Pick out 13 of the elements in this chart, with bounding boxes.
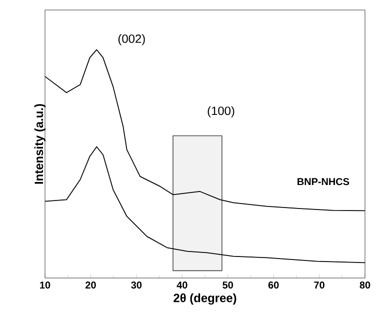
text: BNP-NHCS [298,178,350,186]
x-axis-title: 2θ (degree) [174,293,236,305]
x-tick-label: 50 [222,282,233,289]
x-tick-label: 60 [268,282,279,289]
annotation: (002) [118,34,145,46]
annotation: (100) [208,106,234,118]
y-axis-title: Intensity (a.u.) [34,104,46,184]
x-tick-label: 70 [314,282,324,289]
x-tick-label: 40 [176,282,188,289]
x-tick-label: 20 [86,282,96,289]
x-tick-label: 80 [360,282,370,289]
x-tick-label: 30 [131,282,142,289]
x-tick-label: 10 [40,282,50,289]
